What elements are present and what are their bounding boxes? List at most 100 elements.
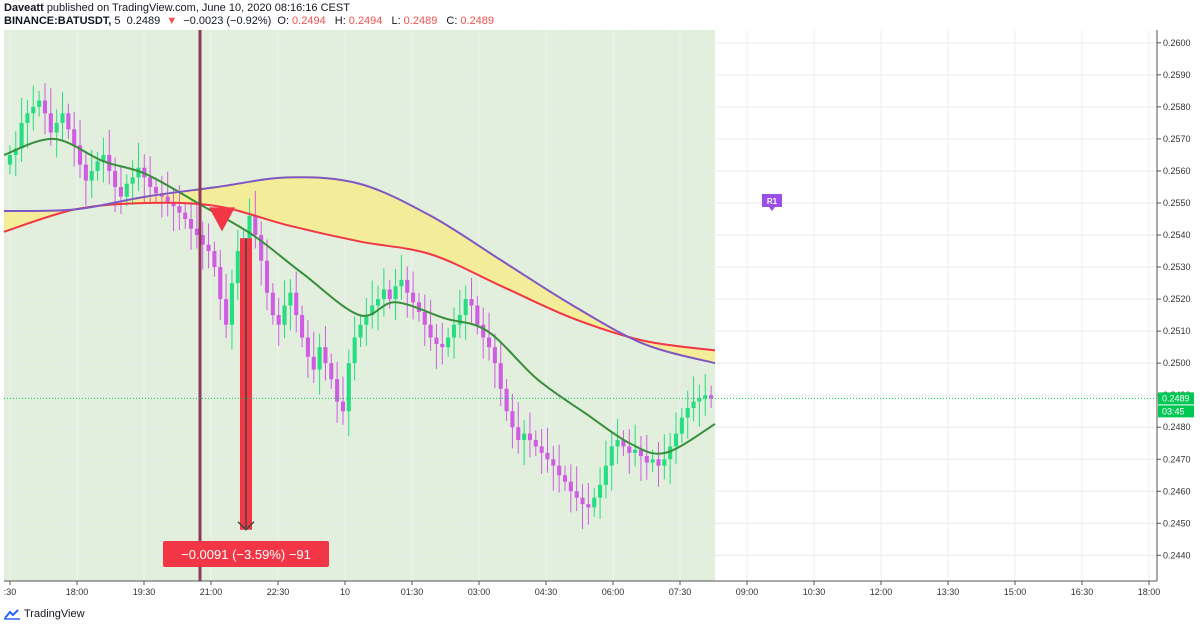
candle-body (446, 337, 451, 348)
candle-body (685, 408, 690, 418)
candle-body (101, 154, 106, 162)
candle-body (7, 154, 12, 165)
y-tick-label: 0.2590 (1163, 70, 1191, 80)
candle-body (481, 324, 486, 338)
candles (7, 83, 714, 530)
candle-body (300, 315, 305, 338)
candle-body (621, 440, 626, 447)
candle-body (206, 244, 211, 252)
candle-body (487, 337, 492, 348)
candle-body (387, 289, 392, 300)
measure-label-box (163, 541, 329, 567)
candle-body (224, 299, 229, 325)
candle-body (469, 299, 474, 306)
y-tick-label: 0.2500 (1163, 358, 1191, 368)
candle-body (498, 363, 503, 389)
candle-body (457, 315, 462, 325)
x-tick-label: 10 (340, 587, 350, 597)
candle-body (189, 219, 194, 229)
candle-body (405, 279, 410, 293)
candle-body (627, 446, 632, 453)
candle-body (352, 337, 357, 364)
candle-body (370, 305, 375, 316)
candle-body (194, 228, 199, 236)
candle-body (504, 388, 509, 412)
candle-body (411, 292, 416, 303)
candle-body (259, 235, 264, 261)
y-tick-label: 0.2450 (1163, 518, 1191, 528)
candle-body (516, 427, 521, 441)
candle-body (562, 475, 568, 482)
candle-body (673, 433, 679, 447)
publish-info: published on TradingView.com, June 10, 2… (46, 2, 350, 14)
x-tick-label: 12:00 (870, 587, 893, 597)
high-value: 0.2494 (348, 15, 383, 27)
time-axis[interactable]: :30 18:00 19:30 21:00 22:30 10 01:30 03:00 04:30… (4, 581, 1161, 597)
candle-body (580, 497, 585, 505)
ema-red-line (3, 201, 716, 352)
candle-body (288, 292, 293, 306)
candle-body (66, 113, 71, 130)
candle-body (317, 347, 322, 370)
x-tick-label: 16:30 (1071, 587, 1094, 597)
author-name[interactable]: Daveatt (4, 2, 44, 14)
candle-body (598, 484, 603, 498)
candle-body (703, 395, 708, 399)
symbol-name[interactable]: BINANCE:BATUSDT, (4, 15, 112, 27)
candle-body (539, 446, 544, 453)
x-tick-label: 06:00 (602, 587, 625, 597)
y-tick-label: 0.2600 (1163, 38, 1191, 48)
x-tick-label: 09:00 (736, 587, 759, 597)
candle-body (89, 170, 94, 181)
candle-body (264, 260, 270, 293)
candle-body (340, 401, 346, 412)
change-value: −0.0023 (−0.92%) (183, 15, 272, 27)
candle-body (335, 379, 340, 402)
open-label: O: (277, 15, 290, 27)
candle-body (475, 305, 480, 325)
brand-name[interactable]: TradingView (24, 608, 85, 620)
last-price-badge (1158, 392, 1194, 405)
candle-body (522, 433, 527, 441)
ema-green-line (3, 137, 716, 455)
candle-body (557, 465, 562, 476)
candle-body (346, 363, 351, 412)
candle-body (545, 452, 550, 460)
candle-body (60, 113, 65, 123)
candle-body (451, 324, 457, 338)
last-price-label: 0.2489 (1162, 393, 1190, 403)
countdown-label: 03:45 (1162, 406, 1185, 416)
high-label: H: (334, 15, 346, 27)
chart-grid (4, 30, 1157, 581)
candle-body (586, 504, 591, 508)
candle-body (37, 100, 42, 107)
y-tick-label: 0.2540 (1163, 230, 1191, 240)
publish-line: Daveatt published on TradingView.com, Ju… (4, 2, 1194, 15)
x-tick-label: 18:00 (1138, 587, 1161, 597)
candle-body (393, 286, 398, 300)
candle-body (153, 186, 159, 194)
x-tick-label: 04:30 (535, 587, 558, 597)
candle-body (656, 459, 661, 466)
x-tick-label: 01:30 (401, 587, 424, 597)
candle-body (381, 289, 386, 300)
x-tick-label: 19:30 (133, 587, 156, 597)
candle-body (171, 202, 176, 207)
last-value: 0.2489 (126, 15, 161, 27)
close-value: 0.2489 (460, 15, 495, 27)
low-label: L: (391, 15, 401, 27)
price-axis[interactable]: 0.2600 0.2590 0.2580 0.2570 0.2560 0.2550 0.25… (1157, 38, 1194, 561)
x-tick-label: 15:00 (1004, 587, 1027, 597)
candle-body (463, 299, 468, 316)
candle-body (615, 440, 620, 447)
candle-body (609, 446, 614, 466)
candle-body (416, 302, 421, 312)
candle-body (218, 267, 223, 300)
candle-body (574, 491, 579, 498)
candle-body (533, 440, 538, 447)
measure-arrow-head-icon (237, 521, 255, 531)
candle-body (650, 459, 655, 463)
candle-body (697, 398, 702, 402)
candle-body (54, 122, 59, 133)
